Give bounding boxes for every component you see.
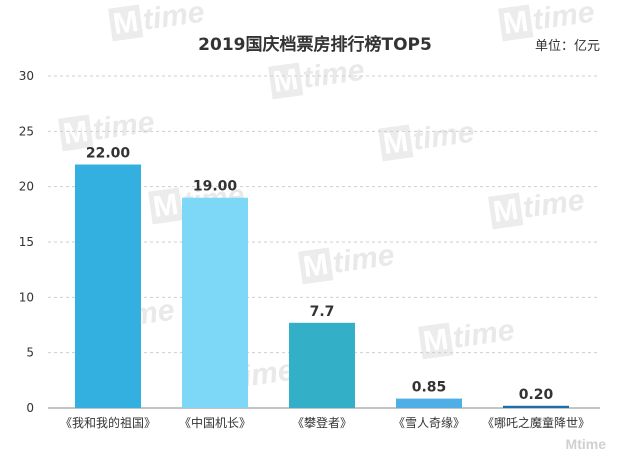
y-tick-label: 15 bbox=[19, 235, 34, 249]
x-tick-label: 《雪人奇缘》 bbox=[393, 416, 465, 430]
bar bbox=[503, 405, 569, 408]
x-tick-label: 《我和我的祖国》 bbox=[60, 415, 156, 430]
bar bbox=[182, 197, 248, 408]
data-label: 7.7 bbox=[310, 304, 335, 320]
data-label: 0.20 bbox=[519, 387, 554, 403]
y-tick-label: 10 bbox=[19, 290, 34, 304]
y-tick-label: 0 bbox=[26, 401, 34, 415]
unit-label: 单位：亿元 bbox=[535, 39, 600, 54]
data-label: 0.85 bbox=[412, 380, 447, 396]
data-label: 19.00 bbox=[193, 179, 238, 195]
x-tick-label: 《中国机长》 bbox=[179, 415, 251, 430]
chart-title: 2019国庆档票房排行榜TOP5 bbox=[198, 34, 432, 55]
y-tick-label: 30 bbox=[19, 69, 34, 83]
y-tick-label: 25 bbox=[19, 124, 34, 138]
x-tick-label: 《哪吒之魔童降世》 bbox=[482, 415, 590, 430]
bar bbox=[75, 164, 141, 408]
bars bbox=[75, 164, 569, 408]
x-tick-label: 《攀登者》 bbox=[292, 415, 352, 430]
data-label: 22.00 bbox=[86, 146, 131, 162]
y-tick-label: 20 bbox=[19, 180, 34, 194]
bar bbox=[396, 398, 462, 408]
y-tick-label: 5 bbox=[26, 346, 34, 360]
labels: 0 5 10 15 20 25 30 22.00 《我和我的祖国》 19.00 《中国机长》 7.7 《… bbox=[19, 69, 590, 430]
bar bbox=[289, 322, 355, 408]
